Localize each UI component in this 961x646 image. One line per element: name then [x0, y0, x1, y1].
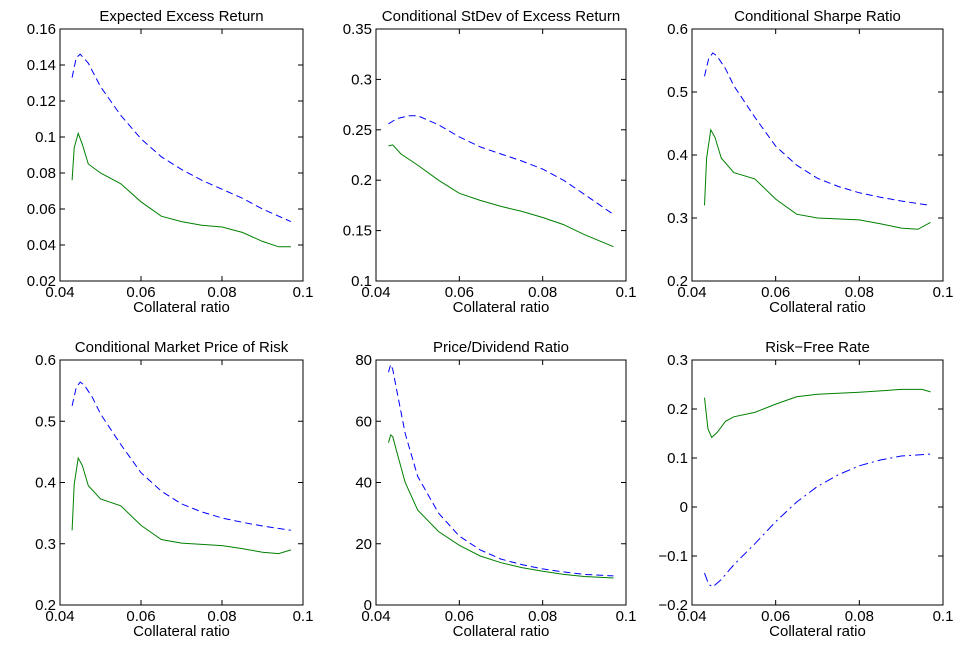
axes-frame [59, 359, 304, 606]
x-tick-label: 0.04 [677, 608, 706, 625]
series-line-dashed [704, 52, 931, 206]
x-tick-label: 0.08 [845, 608, 874, 625]
x-tick-label: 0.04 [361, 284, 390, 301]
subplot-title: Risk−Free Rate [765, 339, 870, 356]
y-tick-label: 0.04 [27, 237, 56, 254]
subplot-title: Conditional StDev of Excess Return [382, 8, 620, 25]
x-tick-label: 0.06 [761, 608, 790, 625]
x-axis-label: Collateral ratio [133, 623, 230, 640]
axes-frame [375, 359, 627, 606]
series-line-dashdot [704, 453, 931, 588]
x-tick-label: 0.04 [45, 608, 74, 625]
series-line-solid [71, 131, 291, 248]
series-line-solid [71, 456, 292, 555]
x-tick-label: 0.08 [845, 284, 874, 301]
x-tick-label: 0.04 [677, 284, 706, 301]
x-tick-label: 0.1 [293, 284, 314, 301]
x-tick-label: 0.1 [933, 608, 954, 625]
y-tick-label: 0 [680, 499, 688, 516]
x-tick-label: 0.08 [207, 608, 236, 625]
x-tick-label: 0.1 [293, 608, 314, 625]
subplot-4: Conditional Market Price of Risk 0.04 0.06… [35, 339, 313, 640]
y-tick-label: 0.6 [35, 352, 56, 369]
subplot-5: Price/Dividend Ratio 0.04 0.06 0.08 0.1 0 20 40… [355, 339, 636, 640]
subplot-6: Risk−Free Rate 0.04 0.06 0.08 0.1 −0.2 −0.1 0 0.… [658, 339, 953, 640]
y-tick-label: 0.35 [343, 21, 372, 38]
axes-frame [691, 359, 944, 606]
y-tick-label: 0.6 [667, 21, 688, 38]
x-tick-label: 0.06 [126, 608, 155, 625]
x-axis-label: Collateral ratio [769, 299, 866, 316]
y-tick-label: 0.4 [35, 475, 56, 492]
x-tick-label: 0.04 [361, 608, 390, 625]
series-line-solid [388, 144, 614, 248]
y-tick-label: 0.02 [27, 273, 56, 290]
y-tick-label: 0.4 [667, 147, 688, 164]
series-line-solid [704, 388, 931, 439]
series-line-dashed [388, 115, 614, 215]
x-axis-label: Collateral ratio [453, 299, 550, 316]
y-tick-label: −0.1 [658, 548, 688, 565]
y-tick-label: 0 [364, 597, 372, 614]
y-tick-label: 0.14 [27, 57, 56, 74]
x-axis-label: Collateral ratio [133, 299, 230, 316]
y-tick-label: 0.3 [351, 71, 372, 88]
y-tick-label: 0.08 [27, 165, 56, 182]
x-tick-label: 0.06 [761, 284, 790, 301]
y-tick-label: 0.12 [27, 93, 56, 110]
y-tick-label: 0.16 [27, 21, 56, 38]
y-tick-label: −0.2 [658, 597, 688, 614]
x-tick-label: 0.08 [207, 284, 236, 301]
y-tick-label: 0.25 [343, 122, 372, 139]
y-tick-label: 0.1 [667, 450, 688, 467]
y-tick-label: 20 [355, 536, 372, 553]
x-tick-label: 0.04 [45, 284, 74, 301]
series-line-dashed [388, 363, 614, 577]
x-tick-label: 0.08 [528, 608, 557, 625]
x-tick-label: 0.06 [126, 284, 155, 301]
y-tick-label: 0.15 [343, 223, 372, 240]
subplot-title: Conditional Market Price of Risk [75, 339, 289, 356]
y-tick-label: 0.2 [351, 172, 372, 189]
series-line-solid [388, 434, 614, 579]
subplot-title: Conditional Sharpe Ratio [734, 8, 901, 25]
y-tick-label: 0.3 [667, 210, 688, 227]
y-tick-label: 0.2 [667, 273, 688, 290]
y-tick-label: 0.5 [35, 413, 56, 430]
y-tick-label: 0.1 [35, 129, 56, 146]
y-tick-label: 0.3 [35, 536, 56, 553]
axes-frame [59, 28, 304, 282]
x-tick-label: 0.06 [445, 608, 474, 625]
y-tick-label: 0.2 [35, 597, 56, 614]
x-axis-label: Collateral ratio [769, 623, 866, 640]
y-tick-label: 60 [355, 413, 372, 430]
x-tick-label: 0.08 [528, 284, 557, 301]
series-line-solid [704, 128, 931, 230]
subplot-1: Expected Excess Return 0.04 0.06 0.08 0.1 0.0… [27, 8, 314, 316]
subplot-title: Expected Excess Return [99, 8, 263, 25]
y-tick-label: 0.1 [351, 273, 372, 290]
y-tick-label: 0.3 [667, 352, 688, 369]
y-tick-label: 0.5 [667, 84, 688, 101]
x-tick-label: 0.1 [933, 284, 954, 301]
subplot-title: Price/Dividend Ratio [433, 339, 569, 356]
x-tick-label: 0.06 [445, 284, 474, 301]
y-tick-label: 0.2 [667, 401, 688, 418]
y-tick-label: 80 [355, 352, 372, 369]
x-axis-label: Collateral ratio [453, 623, 550, 640]
y-tick-label: 0.06 [27, 201, 56, 218]
subplot-3: Conditional Sharpe Ratio 0.04 0.06 0.08 0.1 0… [667, 8, 953, 316]
axes-frame [375, 28, 627, 282]
series-line-dashed [71, 53, 292, 223]
x-tick-label: 0.1 [616, 284, 637, 301]
x-tick-label: 0.1 [616, 608, 637, 625]
axes-frame [691, 28, 944, 282]
y-tick-label: 40 [355, 475, 372, 492]
series-line-dashed [71, 381, 291, 531]
